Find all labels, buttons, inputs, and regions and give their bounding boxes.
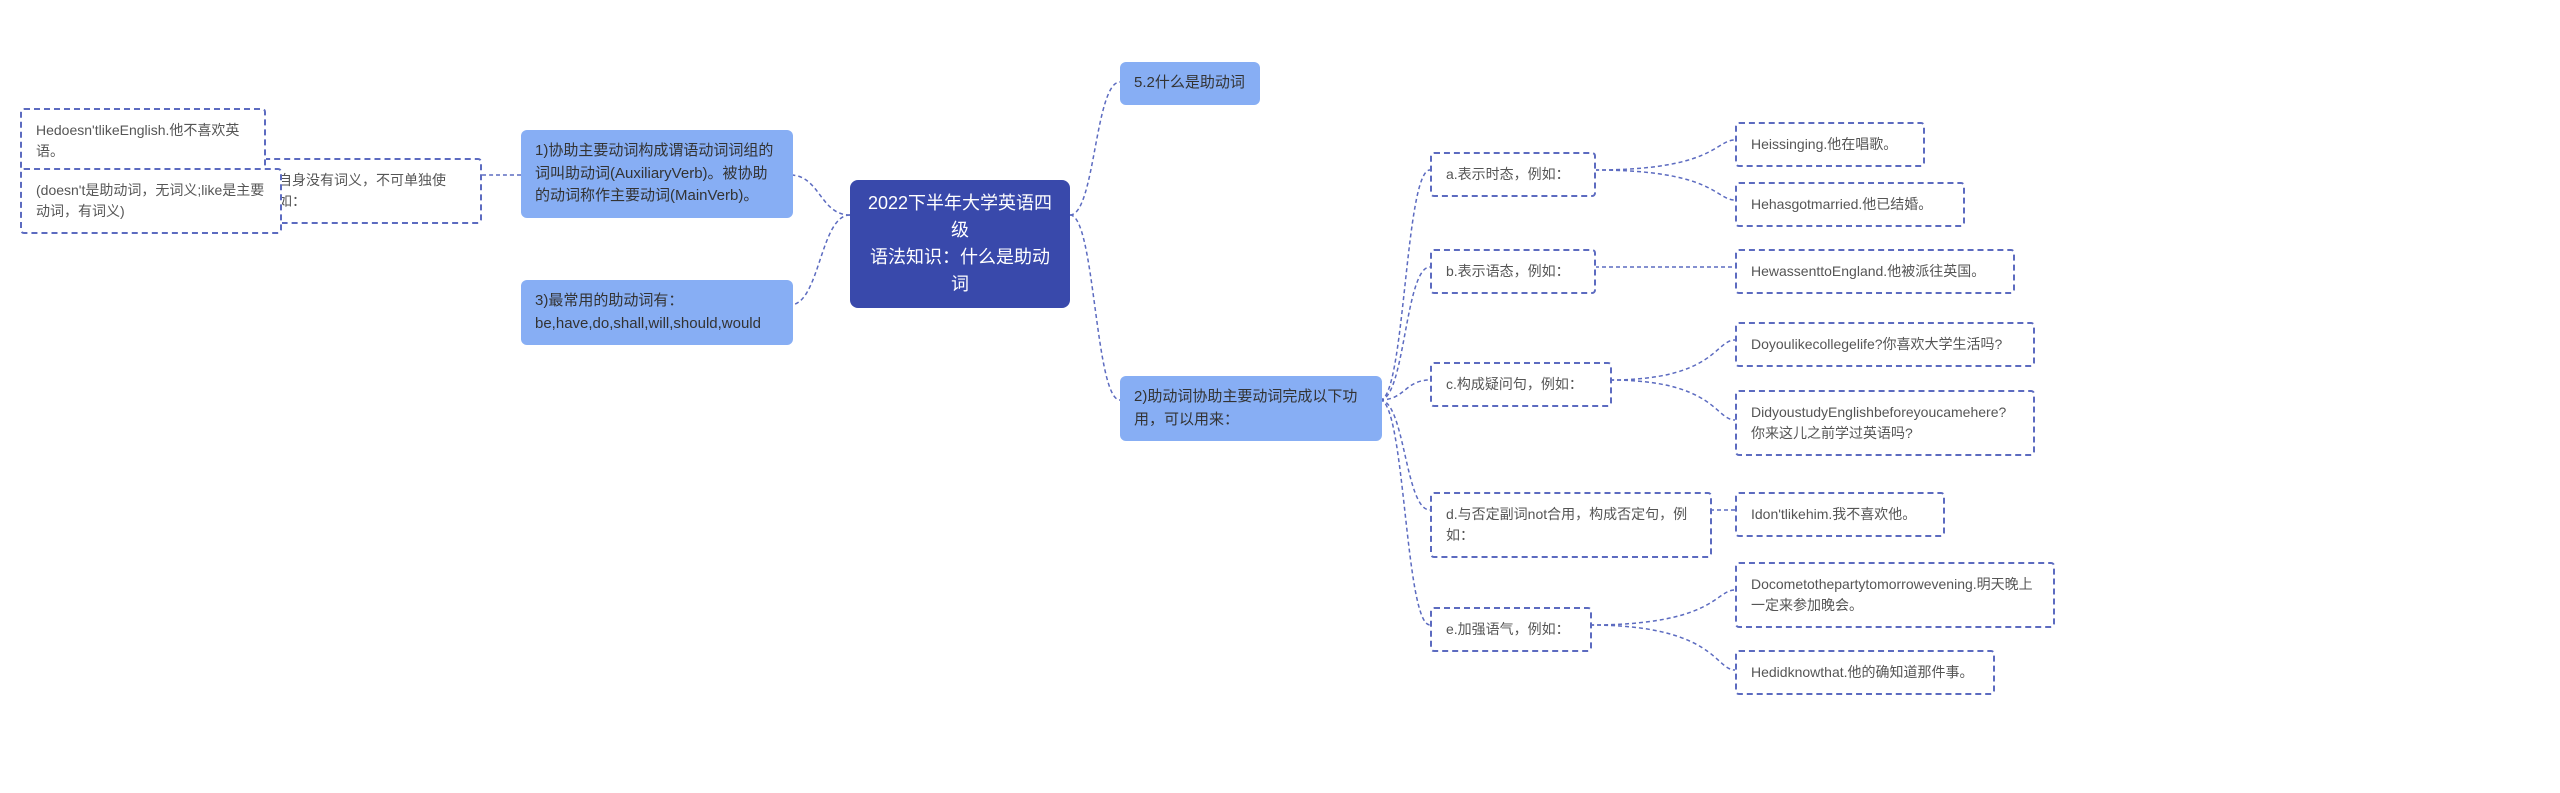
right-e-ex1: Docometothepartytomorrowevening.明天晚上一定来参… — [1735, 562, 2055, 628]
left-node-3: 3)最常用的助动词有：be,have,do,shall,will,should,… — [521, 280, 793, 345]
right-c-ex2: DidyoustudyEnglishbeforeyoucamehere?你来这儿… — [1735, 390, 2035, 456]
right-b-ex1: HewassenttoEngland.他被派往英国。 — [1735, 249, 2015, 294]
left-node-1a1: Hedoesn'tlikeEnglish.他不喜欢英语。 — [20, 108, 266, 174]
right-d-label: d.与否定副词not合用，构成否定句，例如： — [1430, 492, 1712, 558]
root-node: 2022下半年大学英语四级 语法知识：什么是助动词 — [850, 180, 1070, 308]
right-node-2: 2)助动词协助主要动词完成以下功用，可以用来： — [1120, 376, 1382, 441]
right-d-ex1: Idon'tlikehim.我不喜欢他。 — [1735, 492, 1945, 537]
right-e-ex2: Hedidknowthat.他的确知道那件事。 — [1735, 650, 1995, 695]
root-line1: 2022下半年大学英语四级 — [864, 190, 1056, 244]
right-c-label: c.构成疑问句，例如： — [1430, 362, 1612, 407]
right-heading: 5.2什么是助动词 — [1120, 62, 1260, 105]
right-b-label: b.表示语态，例如： — [1430, 249, 1596, 294]
right-a-label: a.表示时态，例如： — [1430, 152, 1596, 197]
root-line2: 语法知识：什么是助动词 — [864, 244, 1056, 298]
right-a-ex1: Heissinging.他在唱歌。 — [1735, 122, 1925, 167]
left-node-1: 1)协助主要动词构成谓语动词词组的词叫助动词(AuxiliaryVerb)。被协… — [521, 130, 793, 218]
right-a-ex2: Hehasgotmarried.他已结婚。 — [1735, 182, 1965, 227]
right-e-label: e.加强语气，例如： — [1430, 607, 1592, 652]
right-c-ex1: Doyoulikecollegelife?你喜欢大学生活吗? — [1735, 322, 2035, 367]
left-node-1a2: (doesn't是助动词，无词义;like是主要动词，有词义) — [20, 168, 282, 234]
